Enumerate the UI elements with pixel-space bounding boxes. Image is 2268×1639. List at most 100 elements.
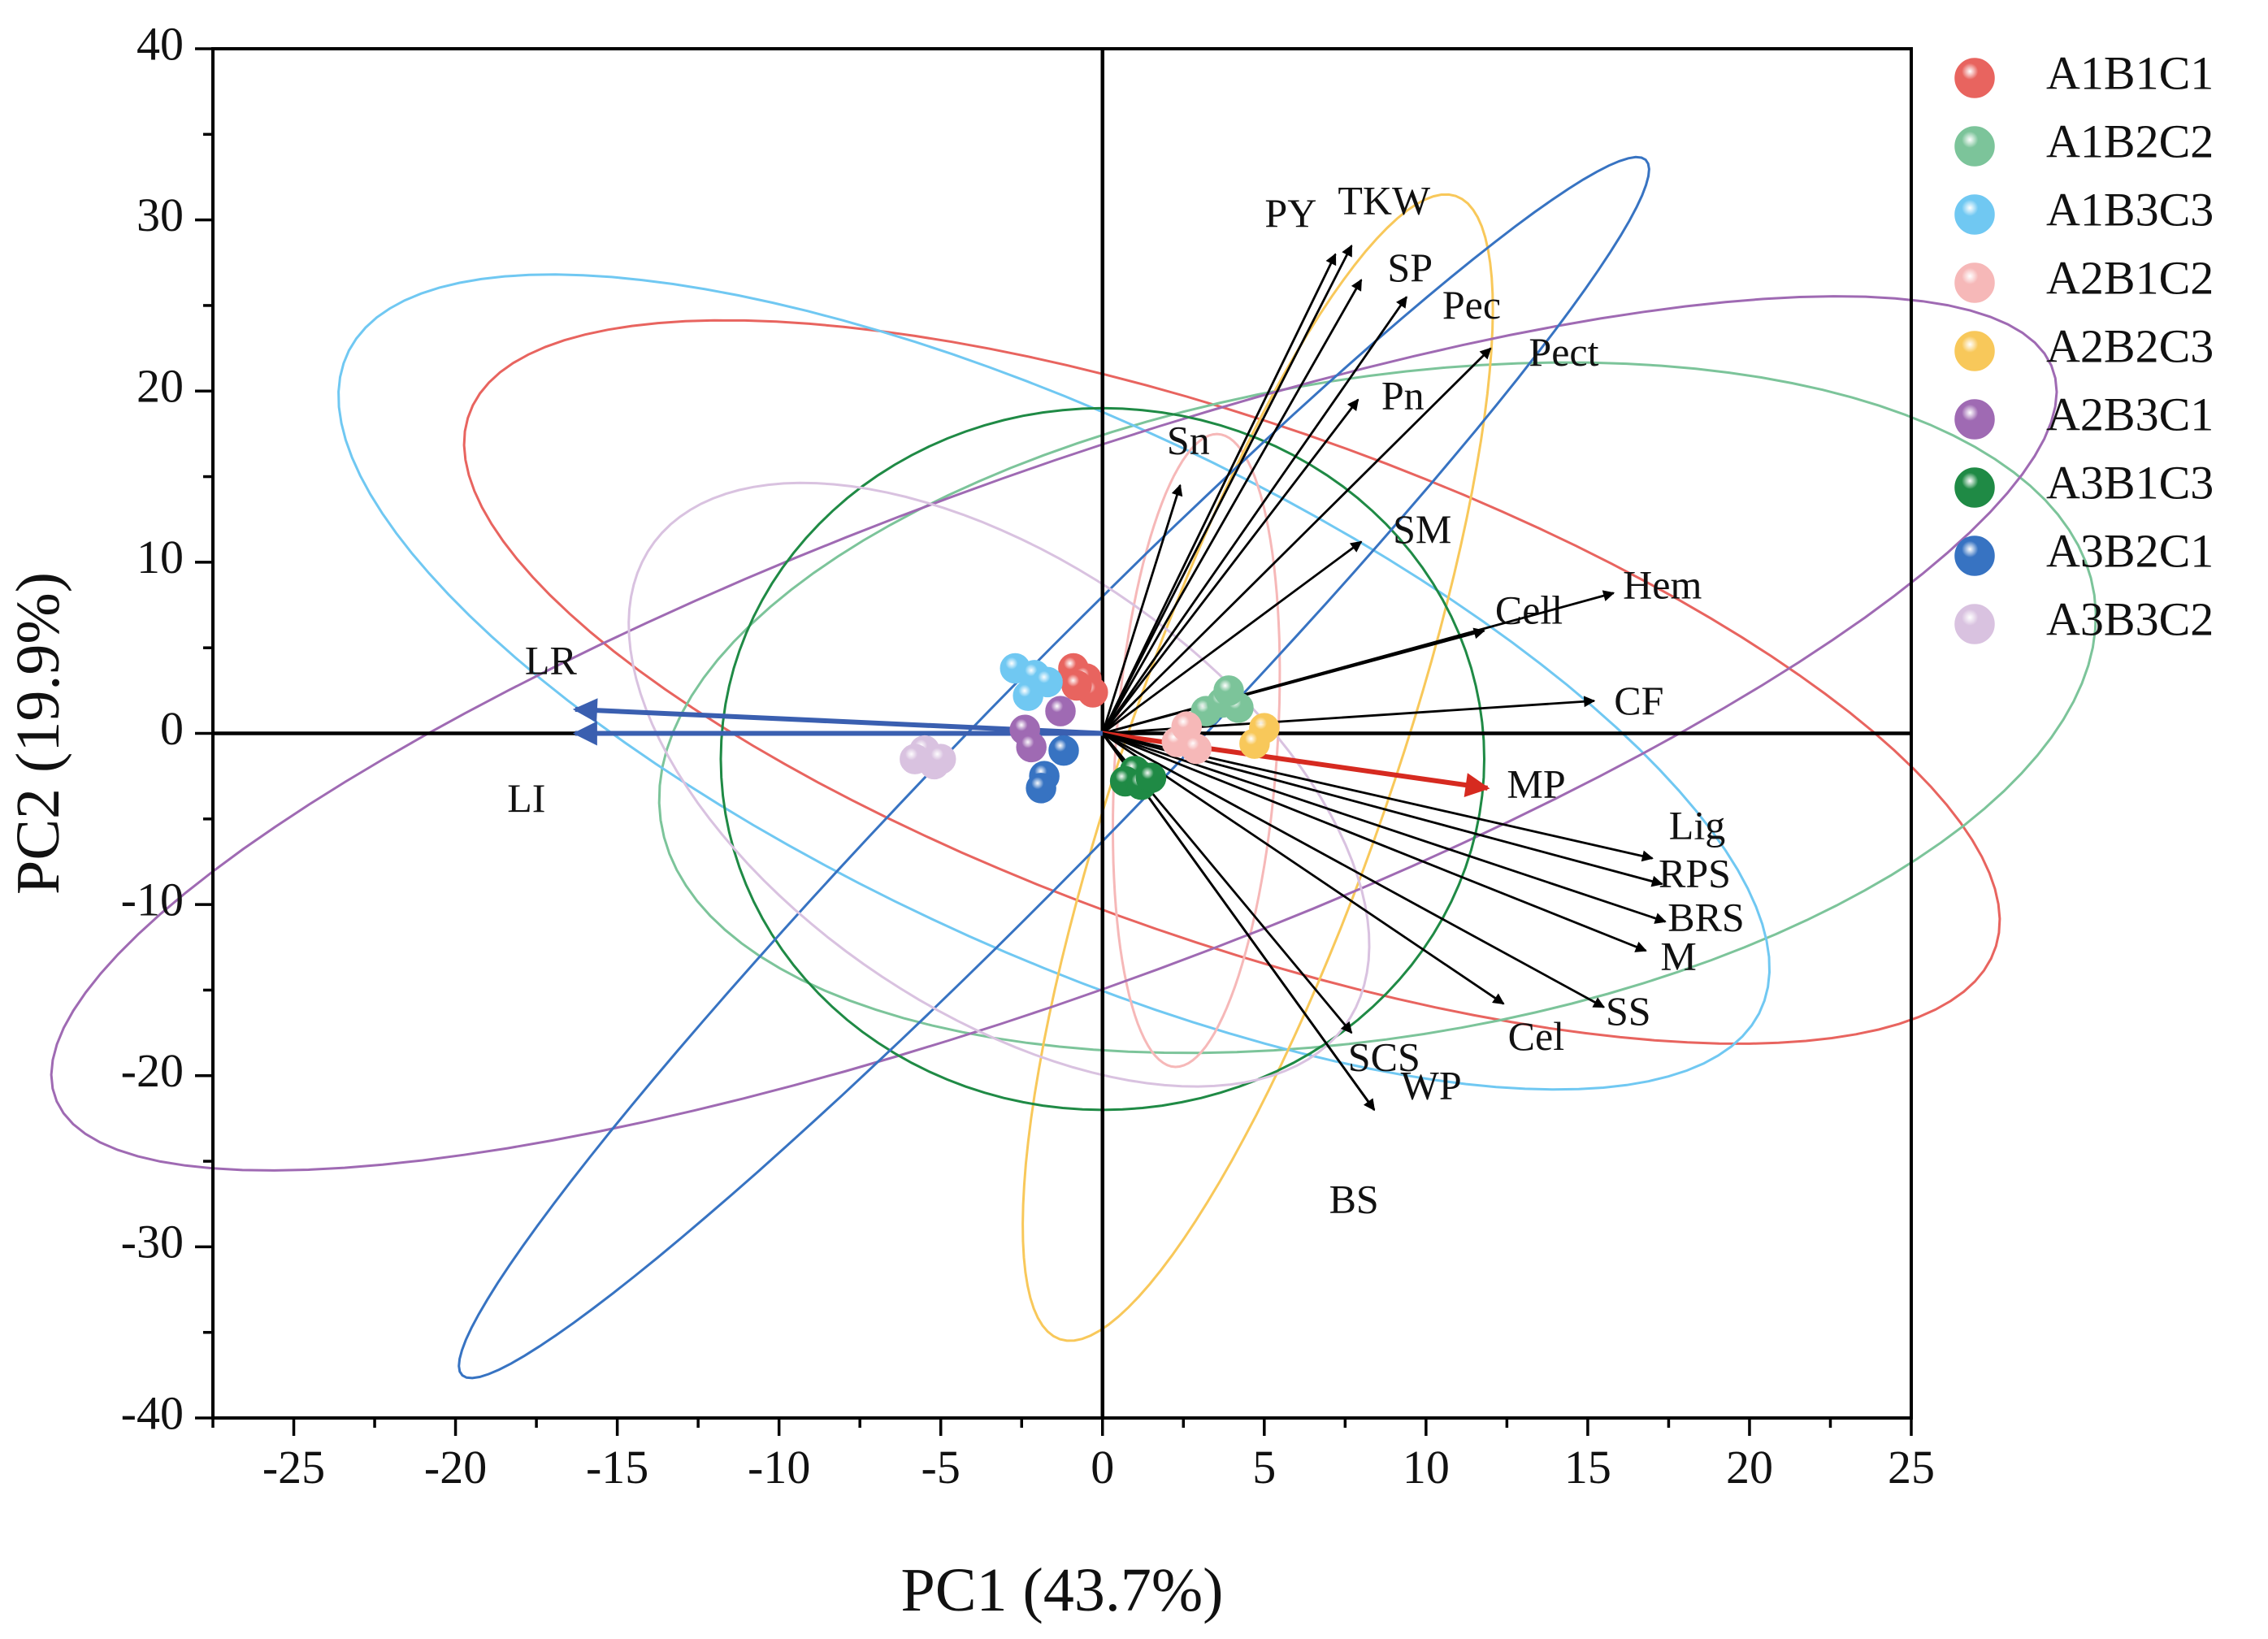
- point-a2b3c1: [1016, 731, 1047, 763]
- vector-ss: [1102, 732, 1606, 1008]
- x-tick-label: 0: [1091, 1441, 1114, 1494]
- point-a1b3c3: [1032, 666, 1063, 698]
- ellipse-a1b3c3: [337, 273, 1771, 1091]
- vector-pn: [1101, 398, 1359, 735]
- ellipse-a3b3c2: [627, 481, 1371, 1088]
- ellipse-a2b1c2: [1111, 432, 1281, 1069]
- vector-label-pect: Pect: [1529, 329, 1598, 375]
- vector-label-lig: Lig: [1669, 803, 1725, 848]
- vector-py: [1101, 253, 1337, 735]
- vector-brs: [1102, 732, 1667, 924]
- x-tick-label: 20: [1726, 1441, 1773, 1494]
- vector-sn: [1101, 483, 1183, 734]
- legend-marker-a1b3c3: [1954, 194, 1995, 235]
- ellipse-a1b1c1: [462, 319, 2001, 1045]
- y-tick-label: 40: [137, 17, 184, 70]
- y-tick-label: -20: [121, 1044, 184, 1097]
- score-points: [900, 653, 1280, 804]
- vector-label-pn: Pn: [1381, 372, 1425, 418]
- point-a3b3c2: [925, 744, 956, 774]
- vector-m: [1102, 732, 1647, 952]
- x-tick-label: 15: [1564, 1441, 1611, 1494]
- vector-label-rps: RPS: [1659, 850, 1731, 895]
- vector-pec: [1101, 296, 1408, 735]
- legend-marker-a1b1c1: [1954, 58, 1995, 98]
- legend-label-a2b3c1: A2B3C1: [2046, 388, 2214, 440]
- vector-label-scs: SCS: [1348, 1034, 1420, 1080]
- vector-tkw: [1101, 244, 1353, 735]
- vector-pect: [1101, 347, 1492, 735]
- x-tick-label: -25: [262, 1441, 325, 1494]
- vector-hem: [1102, 590, 1615, 735]
- vector-label-hem: Hem: [1623, 562, 1702, 607]
- y-axis-title: PC2 (19.9%): [4, 572, 72, 895]
- y-tick-label: -40: [121, 1386, 184, 1439]
- vector-label-m: M: [1660, 933, 1696, 978]
- vector-label-lr: LR: [525, 637, 578, 683]
- x-tick-label: -5: [922, 1441, 961, 1494]
- vector-label-cel: Cel: [1508, 1013, 1564, 1059]
- point-a2b2c3: [1239, 728, 1270, 759]
- vector-label-py: PY: [1264, 190, 1316, 236]
- vector-label-mp: MP: [1507, 761, 1565, 806]
- vector-label-sn: Sn: [1167, 418, 1210, 463]
- ellipse-a3b1c3: [719, 406, 1486, 1112]
- point-a2b1c2: [1181, 733, 1212, 765]
- vector-sm: [1101, 540, 1363, 735]
- ellipse-a1b2c2: [657, 361, 2097, 1055]
- legend-marker-a2b2c3: [1954, 331, 1995, 371]
- legend-marker-a3b1c3: [1954, 467, 1995, 508]
- y-tick-label: 10: [137, 531, 184, 583]
- vector-label-li: LI: [507, 775, 545, 821]
- vector-label-cf: CF: [1614, 678, 1663, 723]
- axes: -25 -20 -15 -10 -5 0 5 10 15 20 25 -40 -30 -20 -10 0 10 2…: [4, 17, 1935, 1624]
- legend-label-a2b2c3: A2B2C3: [2046, 319, 2214, 372]
- point-a1b2c2: [1213, 675, 1244, 706]
- legend-label-a1b2c2: A1B2C2: [2046, 115, 2214, 167]
- point-a3b2c1: [1048, 735, 1079, 766]
- x-tick-label: 10: [1403, 1441, 1450, 1494]
- ellipse-a2b3c1: [50, 295, 2058, 1172]
- legend-label-a1b3c3: A1B3C3: [2046, 183, 2214, 236]
- point-a3b1c3: [1135, 762, 1167, 794]
- vector-cel: [1101, 732, 1505, 1005]
- y-tick-label: 20: [137, 360, 184, 413]
- y-tick-label: 30: [137, 189, 184, 241]
- point-a3b2c1: [1026, 773, 1056, 804]
- y-tick-label: -10: [121, 873, 184, 926]
- x-tick-label: -10: [748, 1441, 810, 1494]
- legend-label-a2b1c2: A2B1C2: [2046, 251, 2214, 304]
- vector-label-pec: Pec: [1442, 282, 1501, 327]
- vector-label-sm: SM: [1393, 506, 1451, 552]
- legend: A1B1C1 A1B2C2 A1B3C3 A2B1C2 A2B2C3 A2B3C1 A3B1…: [1954, 46, 2214, 645]
- vector-label-ss: SS: [1606, 988, 1651, 1034]
- legend-label-a3b1c3: A3B1C3: [2046, 456, 2214, 509]
- vector-label-brs: BRS: [1667, 895, 1745, 940]
- legend-marker-a3b2c1: [1954, 535, 1995, 576]
- point-a1b1c1: [1061, 670, 1092, 701]
- x-tick-label: 5: [1252, 1441, 1276, 1494]
- point-a3b3c2: [900, 744, 930, 774]
- y-tick-label: -30: [121, 1216, 184, 1268]
- vector-label-wp: WP: [1401, 1062, 1462, 1108]
- point-a2b3c1: [1045, 696, 1076, 726]
- vector-sp: [1101, 279, 1363, 735]
- legend-label-a3b2c1: A3B2C1: [2046, 524, 2214, 577]
- loading-vectors: PY TKWSPPecPectPnSnSMCellHemCFMPLigRPSBRS…: [507, 178, 1744, 1222]
- legend-marker-a1b2c2: [1954, 126, 1995, 167]
- vector-label-bs: BS: [1329, 1176, 1379, 1221]
- x-tick-label: -20: [424, 1441, 487, 1494]
- vector-label-sp: SP: [1387, 245, 1433, 290]
- legend-label-a3b3c2: A3B3C2: [2046, 592, 2214, 645]
- vector-label-tkw: TKW: [1338, 178, 1431, 223]
- x-tick-label: 25: [1888, 1441, 1935, 1494]
- legend-label-a1b1c1: A1B1C1: [2046, 46, 2214, 99]
- legend-marker-a2b1c2: [1954, 262, 1995, 303]
- x-axis-title: PC1 (43.7%): [901, 1556, 1224, 1624]
- confidence-ellipses: [50, 155, 2097, 1380]
- ellipse-a3b2c1: [458, 155, 1650, 1380]
- legend-marker-a2b3c1: [1954, 399, 1995, 440]
- x-tick-label: -15: [586, 1441, 648, 1494]
- y-tick-label: 0: [160, 702, 184, 755]
